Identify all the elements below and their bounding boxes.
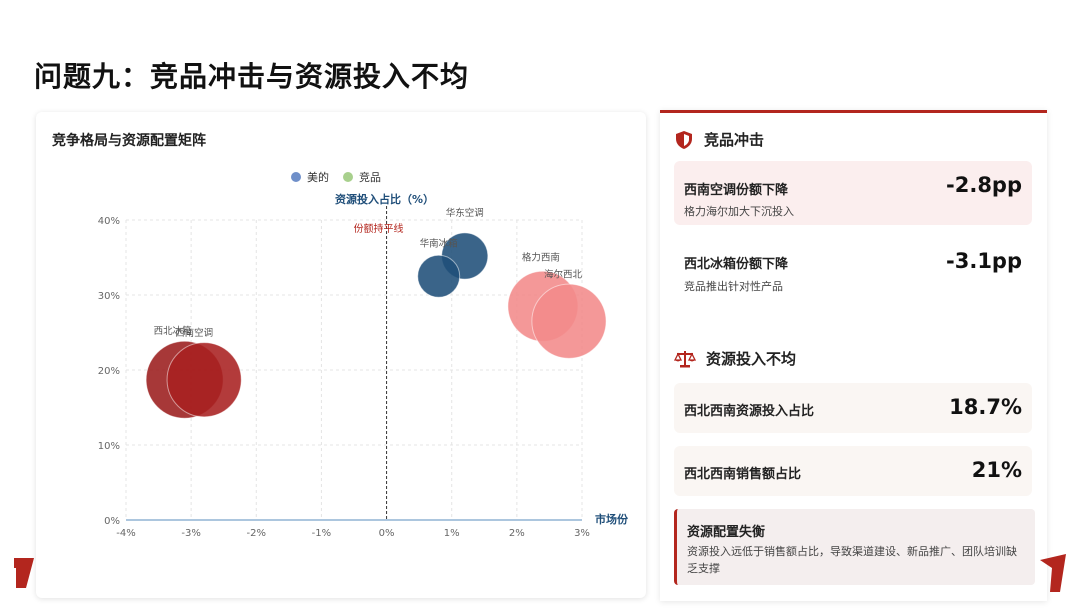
bubble [166, 342, 242, 418]
metric-value: -3.1pp [946, 249, 1022, 273]
analysis-panel: 竞品冲击 西南空调份额下降 格力海尔加大下沉投入 -2.8pp 西北冰箱份额下降… [660, 110, 1047, 601]
section-competitor-impact: 竞品冲击 [674, 129, 764, 150]
imbalance-note: 资源配置失衡 资源投入远低于销售额占比，导致渠道建设、新品推广、团队培训缺乏支撑 [674, 509, 1035, 585]
chart-title: 竞争格局与资源配置矩阵 [52, 133, 206, 149]
y-tick-label: 40% [98, 216, 120, 227]
bubble-label: 西北冰箱 [154, 325, 192, 337]
metric-label: 西北冰箱份额下降 [684, 257, 789, 272]
reference-line-label: 份额持平线 [354, 222, 404, 235]
bubble [531, 283, 607, 359]
metric-label: 西北西南资源投入占比 [684, 404, 815, 419]
bubble-label: 华南冰箱 [420, 237, 458, 249]
bubble-label: 格力西南 [522, 251, 560, 263]
shield-icon [676, 130, 692, 149]
metric-sub: 竞品推出针对性产品 [684, 280, 783, 293]
metric-label: 西南空调份额下降 [684, 183, 789, 198]
metric-sales-share: 西北西南销售额占比 21% [674, 446, 1032, 496]
x-tick-label: -3% [181, 528, 200, 539]
y-tick-label: 30% [98, 291, 120, 302]
y-tick-label: 20% [98, 366, 120, 377]
y-tick-label: 10% [98, 441, 120, 452]
balance-scale-icon [674, 350, 696, 367]
bubble [417, 254, 461, 298]
bubble-label: 海尔西北 [544, 268, 583, 280]
x-tick-label: -4% [116, 528, 135, 539]
metric-northwest-fridge: 西北冰箱份额下降 竞品推出针对性产品 -3.1pp [674, 237, 1032, 301]
metric-sub: 格力海尔加大下沉投入 [684, 205, 794, 218]
bubble-label: 华东空调 [446, 207, 484, 219]
bubble-chart: 0% 10% 20% 30% 40% -4% -3% -2% -1% 0% 1% 2% 3% 份额持平线 资… [98, 170, 629, 539]
legend-label: 竞品 [359, 170, 381, 184]
x-tick-label: 3% [574, 528, 590, 539]
x-tick-label: -1% [312, 528, 331, 539]
bubble-label: 西南空调 [175, 327, 213, 339]
legend-marker [343, 172, 353, 182]
corner-decoration-right [1040, 554, 1066, 592]
chart-card: 0% 10% 20% 30% 40% -4% -3% -2% -1% 0% 1% 2% 3% 份额持平线 资… [36, 112, 646, 598]
x-tick-label: -2% [247, 528, 266, 539]
x-tick-label: 0% [379, 528, 395, 539]
legend-label: 美的 [307, 170, 329, 184]
x-axis-title: 市场份 [595, 512, 629, 526]
metric-value: -2.8pp [946, 173, 1022, 197]
legend-marker [291, 172, 301, 182]
page-title: 问题九：竞品冲击与资源投入不均 [34, 60, 470, 93]
y-axis-title: 资源投入占比（%） [335, 192, 434, 206]
y-tick-label: 0% [104, 516, 120, 527]
section-resource-imbalance: 资源投入不均 [674, 348, 796, 369]
metric-southwest-ac: 西南空调份额下降 格力海尔加大下沉投入 -2.8pp [674, 161, 1032, 225]
metric-value: 21% [971, 458, 1022, 482]
x-tick-label: 1% [444, 528, 460, 539]
corner-decoration-left [14, 558, 34, 588]
metric-label: 西北西南销售额占比 [684, 467, 802, 482]
metric-resource-share: 西北西南资源投入占比 18.7% [674, 383, 1032, 433]
note-title: 资源配置失衡 [687, 525, 766, 540]
metric-value: 18.7% [949, 395, 1022, 419]
section-resource-imbalance-title: 资源投入不均 [706, 350, 797, 368]
x-tick-label: 2% [509, 528, 525, 539]
section-competitor-impact-title: 竞品冲击 [704, 131, 765, 149]
note-body: 资源投入远低于销售额占比，导致渠道建设、新品推广、团队培训缺乏支撑 [687, 545, 1017, 575]
